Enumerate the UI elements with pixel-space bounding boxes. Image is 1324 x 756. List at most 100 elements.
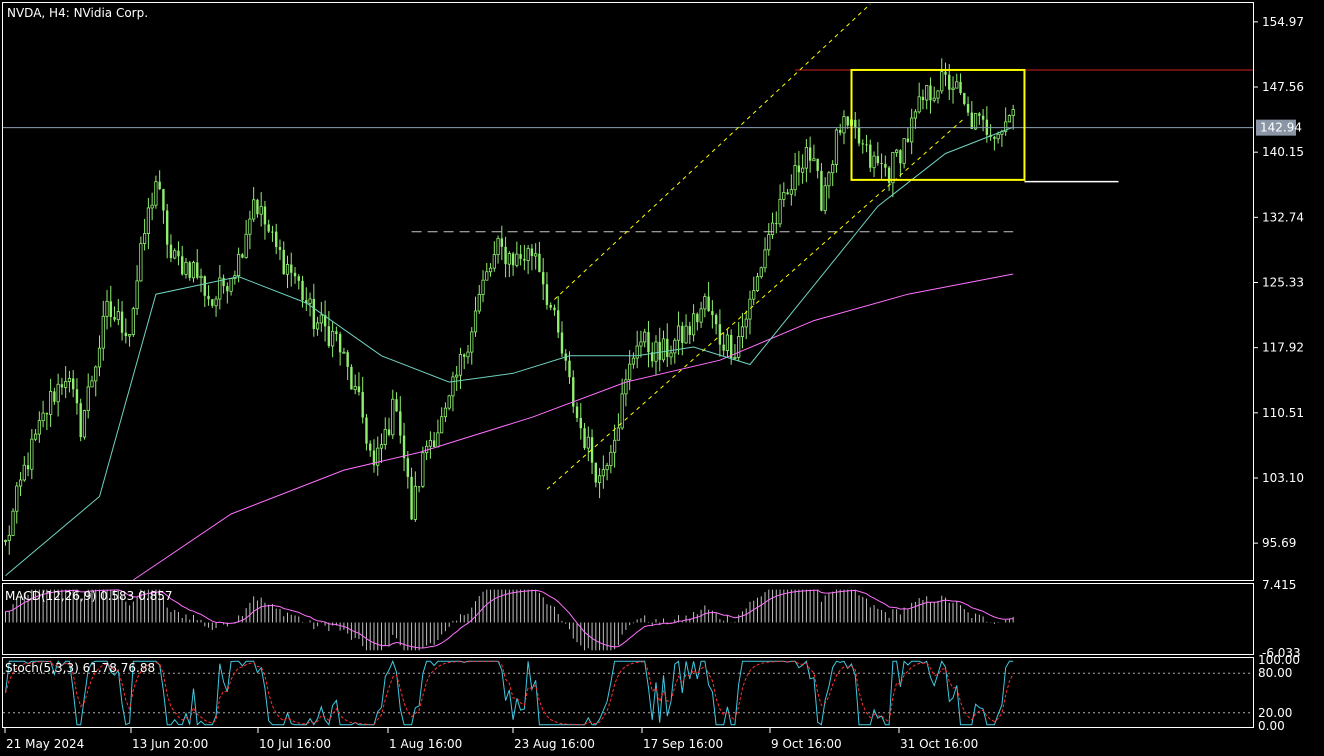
candle-body <box>733 356 737 359</box>
candle-body <box>7 534 11 541</box>
candle-body <box>786 192 789 195</box>
candle-body <box>158 181 161 190</box>
candle-body <box>842 116 846 134</box>
candle-body <box>406 458 410 477</box>
candle-body <box>177 250 180 257</box>
candle-body <box>211 299 214 306</box>
candle-body <box>583 428 586 449</box>
candle-body <box>26 465 30 470</box>
candle-body <box>263 206 267 225</box>
stoch-tick-label: 100.00 <box>1258 653 1300 667</box>
candle-body <box>214 298 218 307</box>
channel-lower-line <box>546 117 965 490</box>
candle-body <box>440 416 444 434</box>
candle-body <box>466 351 470 358</box>
candle-body <box>887 167 891 183</box>
candle-body <box>67 378 72 382</box>
stoch-tick-label: 0.00 <box>1258 719 1285 733</box>
candle-body <box>105 300 109 317</box>
candle-body <box>90 380 94 388</box>
candle-body <box>15 485 19 512</box>
price-tick-label: 117.92 <box>1262 341 1304 355</box>
candle-body <box>647 332 650 353</box>
candle-body <box>417 486 421 488</box>
candle-body <box>79 403 82 438</box>
candle-body <box>267 224 270 232</box>
candle-body <box>116 311 120 321</box>
candle-body <box>688 326 692 335</box>
candle-body <box>109 301 112 317</box>
candle-body <box>203 276 206 296</box>
candle-body <box>241 254 244 258</box>
candle-body <box>572 377 575 407</box>
time-tick-label: 10 Jul 16:00 <box>259 737 331 751</box>
candle-body <box>669 352 673 358</box>
macd-tick-label: -6.033 <box>1262 646 1301 660</box>
candle-body <box>369 443 372 451</box>
candle-body <box>857 127 861 144</box>
candle-body <box>1011 109 1015 116</box>
candle-body <box>432 440 436 447</box>
candle-body <box>131 308 135 335</box>
candle-body <box>639 341 643 347</box>
candle-body <box>169 244 173 259</box>
candle-body <box>981 115 985 120</box>
candle-body <box>290 264 293 273</box>
candle-body <box>628 363 632 381</box>
candle-body <box>71 378 75 390</box>
candle-body <box>350 366 353 390</box>
candle-body <box>661 338 666 361</box>
candle-body <box>218 277 222 300</box>
macd-signal-line <box>5 589 1014 649</box>
candle-body <box>876 156 880 164</box>
price-tick-label: 125.33 <box>1262 276 1304 290</box>
candle-body <box>199 275 203 279</box>
candle-body <box>379 444 384 449</box>
candle-body <box>319 314 323 324</box>
candle-body <box>834 129 839 165</box>
candle-body <box>884 164 887 168</box>
candles <box>3 58 1015 555</box>
candle-body <box>691 313 696 336</box>
candle-body <box>755 276 760 292</box>
candle-body <box>519 254 522 259</box>
candle-body <box>560 332 564 354</box>
candle-body <box>154 181 158 206</box>
candle-body <box>436 432 440 448</box>
candle-body <box>770 222 775 235</box>
stoch-label: Stoch(5,3,3) 61.78 76.88 <box>5 661 155 675</box>
candle-body <box>932 97 936 101</box>
candle-body <box>492 254 496 269</box>
candle-body <box>929 85 932 101</box>
candle-body <box>955 81 959 89</box>
candle-body <box>594 462 598 483</box>
candle-body <box>752 290 756 300</box>
candle-body <box>993 136 996 139</box>
time-tick-label: 31 Oct 16:00 <box>900 737 978 751</box>
macd-panel-frame <box>2 583 1254 655</box>
candle-body <box>978 113 981 116</box>
candle-body <box>673 339 677 354</box>
candle-body <box>913 111 918 119</box>
candle-body <box>959 81 962 93</box>
candle-body <box>120 311 124 333</box>
candle-body <box>658 341 661 360</box>
candle-body <box>191 262 196 279</box>
candle-body <box>165 210 169 245</box>
candle-body <box>865 144 868 146</box>
candle-body <box>854 119 857 128</box>
candle-body <box>944 71 947 75</box>
candle-body <box>256 199 259 215</box>
candle-body <box>624 379 628 395</box>
candle-body <box>906 138 910 142</box>
candle-body <box>184 261 188 275</box>
stoch-plot <box>3 659 1253 726</box>
candle-body <box>597 475 602 483</box>
candle-body <box>113 316 116 320</box>
candle-body <box>365 417 368 444</box>
candle-body <box>921 96 925 101</box>
candle-body <box>53 391 56 402</box>
candle-body <box>744 318 748 328</box>
candle-body <box>861 143 864 145</box>
